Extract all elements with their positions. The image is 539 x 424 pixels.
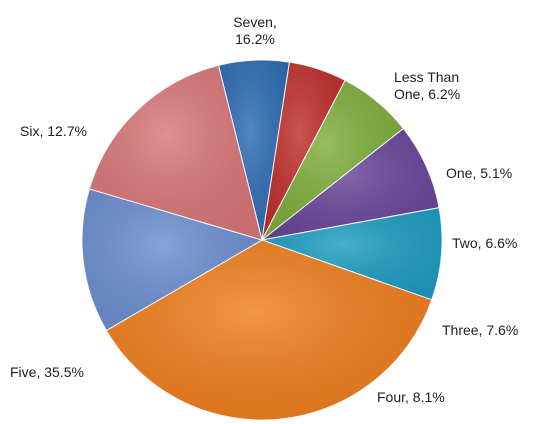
pie-label-line: One, 5.1%: [446, 165, 512, 181]
pie-label-six: Six, 12.7%: [20, 123, 87, 139]
pie-label-line: Less Than: [394, 69, 459, 85]
pie-label-four: Four, 8.1%: [377, 389, 445, 405]
pie-slices: [82, 60, 442, 420]
pie-label-line: Seven,: [233, 14, 277, 30]
pie-label-five: Five, 35.5%: [10, 364, 84, 380]
pie-label-seven: Seven, 16.2%: [233, 14, 277, 47]
pie-label-line: Three, 7.6%: [442, 322, 518, 338]
pie-label-line: Six, 12.7%: [20, 123, 87, 139]
pie-label-three: Three, 7.6%: [442, 322, 518, 338]
pie-label-line: Five, 35.5%: [10, 364, 84, 380]
pie-label-less-than-one: Less Than One, 6.2%: [394, 69, 460, 102]
pie-label-line: Four, 8.1%: [377, 389, 445, 405]
pie-label-one: One, 5.1%: [446, 165, 512, 181]
pie-label-two: Two, 6.6%: [452, 235, 517, 251]
pie-label-line: Two, 6.6%: [452, 235, 517, 251]
pie-label-line: One, 6.2%: [394, 86, 460, 102]
pie-label-line: 16.2%: [235, 31, 275, 47]
